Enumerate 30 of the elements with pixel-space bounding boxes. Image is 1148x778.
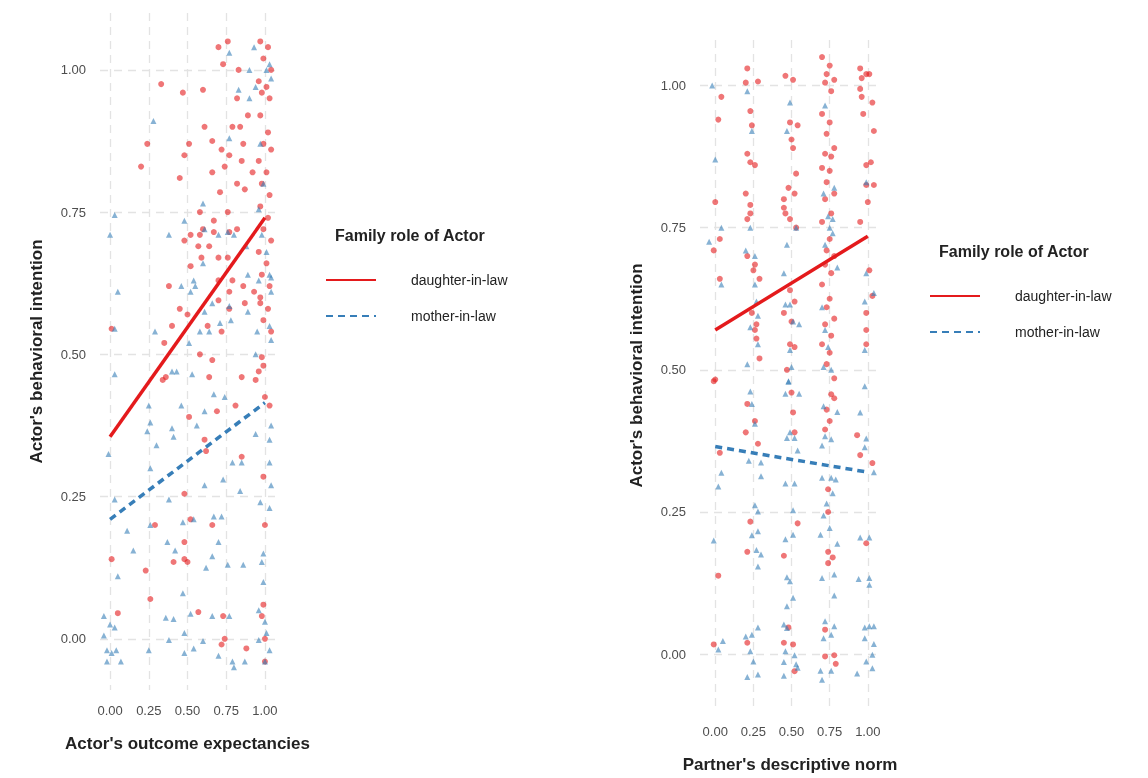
text: daughter-in-law: [1015, 288, 1113, 304]
x-tick-label: 1.00: [855, 724, 881, 739]
x-tick-label: 0.00: [702, 724, 728, 739]
x-tick-label: 1.00: [252, 703, 278, 718]
text: mother-in-law: [1015, 324, 1101, 340]
y-tick-label: 0.25: [60, 489, 86, 505]
y-tick-label: 0.50: [660, 362, 686, 378]
y-tick-label: 0.75: [660, 220, 686, 236]
x-tick-label: 0.75: [213, 703, 239, 718]
legend-title: Family role of Actor: [939, 242, 1089, 260]
y-tick-label: 0.00: [660, 646, 686, 662]
y-tick-label: 0.25: [660, 504, 686, 520]
x-tick-label: 0.25: [740, 724, 767, 739]
x-axis-title: Partner's descriptive norm: [682, 755, 898, 774]
y-axis-title: Actor's behavioral intention: [627, 263, 646, 488]
x-tick-label: 0.00: [97, 703, 123, 718]
y-tick-label: 0.50: [60, 346, 86, 362]
x-axis-title: Actor's outcome expectancies: [65, 734, 310, 753]
legend-title: Family role of Actor: [335, 226, 485, 244]
y-axis-title: Actor's behavioral intention: [27, 239, 46, 464]
text: mother-in-law: [411, 308, 497, 324]
x-tick-label: 0.75: [817, 724, 843, 739]
x-tick-label: 0.50: [174, 703, 201, 718]
y-tick-label: 1.00: [660, 77, 686, 93]
y-tick-label: 0.75: [60, 204, 86, 220]
x-tick-label: 0.25: [136, 703, 162, 718]
x-tick-label: 0.50: [778, 724, 805, 739]
text: daughter-in-law: [411, 272, 509, 288]
y-tick-label: 1.00: [60, 62, 86, 78]
y-tick-label: 0.00: [60, 631, 86, 647]
